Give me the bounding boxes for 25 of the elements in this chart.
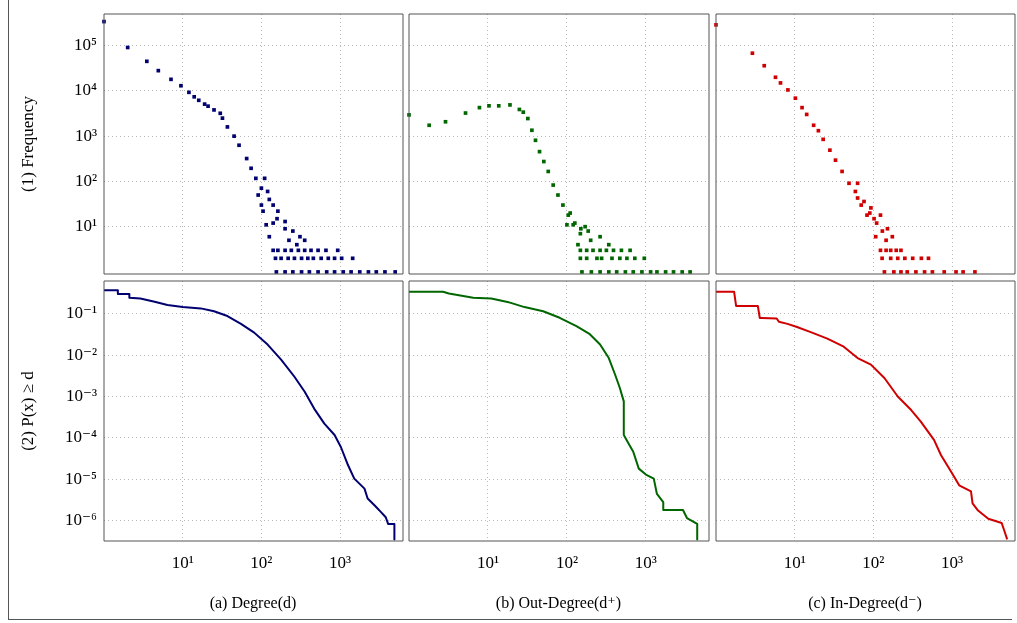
x-tick-label: 10³ xyxy=(941,552,964,572)
x-tick-label: 10¹ xyxy=(476,552,500,572)
y-tick-label: 10⁻⁵ xyxy=(65,468,98,488)
x-tick-label: 10² xyxy=(555,552,578,572)
y-axis-title: (1) Frequency xyxy=(17,94,38,194)
x-tick-label: 10¹ xyxy=(171,552,194,572)
y-tick-label: 10³ xyxy=(74,125,97,145)
x-tick-label: 10¹ xyxy=(783,552,806,572)
x-tick-label: 10³ xyxy=(634,552,657,572)
y-tick-label: 10⁻² xyxy=(65,344,97,364)
y-tick-label: 10⁻⁴ xyxy=(65,427,98,447)
y-tick-label: 10⁻³ xyxy=(65,385,97,405)
x-tick-label: 10³ xyxy=(329,552,352,572)
x-axis-title: (c) In-Degree(d⁻) xyxy=(807,593,923,614)
x-axis-title: (a) Degree(d) xyxy=(208,593,298,614)
y-axis-title: (2) P(x) ≥ d xyxy=(17,369,38,453)
y-tick-label: 10⁵ xyxy=(74,35,98,55)
y-tick-label: 10² xyxy=(74,170,97,190)
y-tick-label: 10⁻¹ xyxy=(65,303,97,323)
x-tick-label: 10² xyxy=(862,552,885,572)
y-tick-label: 10⁴ xyxy=(74,80,98,100)
x-axis-title: (b) Out-Degree(d⁺) xyxy=(494,593,623,614)
y-tick-label: 10¹ xyxy=(74,216,97,236)
y-tick-label: 10⁻⁶ xyxy=(65,510,98,529)
x-tick-label: 10² xyxy=(250,552,273,572)
